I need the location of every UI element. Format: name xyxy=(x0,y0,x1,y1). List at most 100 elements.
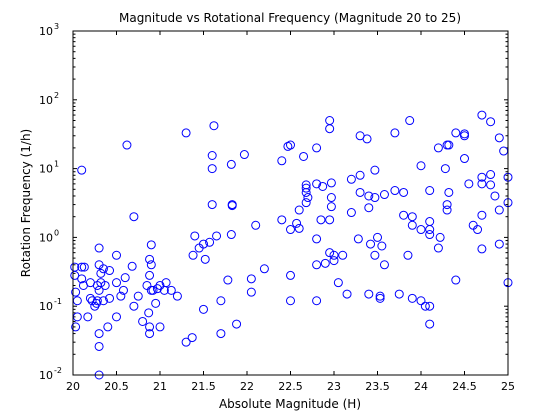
data-point xyxy=(145,329,155,339)
data-point xyxy=(433,143,443,153)
data-point xyxy=(325,124,335,134)
data-point xyxy=(77,262,87,272)
plot-area xyxy=(73,31,508,375)
data-point xyxy=(390,186,400,196)
data-point xyxy=(172,291,182,301)
data-point xyxy=(145,270,155,280)
y-tick-exponent: -2 xyxy=(54,366,62,375)
data-point xyxy=(105,266,115,276)
y-tick-label: 10 xyxy=(39,163,53,176)
data-point xyxy=(232,319,242,329)
data-point xyxy=(494,239,504,249)
data-point xyxy=(94,243,104,253)
data-point xyxy=(118,285,128,295)
y-tick-exponent: 0 xyxy=(54,228,59,237)
data-point xyxy=(370,250,380,260)
data-point xyxy=(326,202,336,212)
x-tick-label: 20 xyxy=(66,380,80,393)
x-tick-label: 20.5 xyxy=(104,380,129,393)
data-point xyxy=(216,329,226,339)
data-point xyxy=(212,231,222,241)
data-point xyxy=(433,243,443,253)
data-point xyxy=(444,187,454,197)
data-point xyxy=(112,250,121,260)
data-point xyxy=(364,289,374,299)
data-point xyxy=(294,205,304,215)
data-point xyxy=(148,285,158,295)
data-point xyxy=(312,143,322,153)
x-tick-label: 22 xyxy=(240,380,254,393)
data-point xyxy=(294,223,304,233)
data-point xyxy=(246,274,256,284)
data-point xyxy=(460,154,469,164)
data-point xyxy=(333,278,343,288)
data-point xyxy=(146,240,156,250)
data-point xyxy=(144,308,154,318)
data-point xyxy=(199,239,208,249)
data-point xyxy=(205,237,215,247)
data-point xyxy=(460,131,469,141)
data-point xyxy=(207,200,217,210)
data-point xyxy=(207,164,217,174)
data-point xyxy=(181,128,191,138)
data-point xyxy=(100,280,110,290)
data-point xyxy=(127,261,137,271)
plot-frame xyxy=(72,30,509,376)
data-point xyxy=(283,141,293,151)
data-point xyxy=(416,225,426,235)
data-point xyxy=(129,301,139,311)
data-point xyxy=(286,225,295,235)
data-point xyxy=(71,287,81,297)
data-point xyxy=(416,161,426,171)
data-point xyxy=(259,264,269,274)
data-point xyxy=(239,150,249,160)
data-point xyxy=(355,170,365,180)
data-point xyxy=(103,322,113,332)
x-tick-label: 21 xyxy=(153,380,167,393)
data-point xyxy=(370,193,380,203)
data-point xyxy=(138,316,148,326)
data-point xyxy=(355,187,365,197)
data-point xyxy=(83,312,93,322)
data-point xyxy=(112,278,121,288)
data-point xyxy=(440,164,450,174)
data-point xyxy=(325,248,335,258)
data-point xyxy=(155,322,165,332)
data-point xyxy=(486,117,496,127)
data-point xyxy=(494,205,504,215)
data-point xyxy=(161,278,171,288)
data-point xyxy=(77,274,87,284)
y-tick-label: 10 xyxy=(39,300,53,313)
data-point xyxy=(362,134,372,144)
data-point xyxy=(303,193,313,203)
data-point xyxy=(209,121,219,131)
y-tick-exponent: 3 xyxy=(54,22,59,31)
data-point xyxy=(338,250,348,260)
x-tick-label: 24.5 xyxy=(452,380,477,393)
data-point xyxy=(329,256,339,266)
data-point xyxy=(416,296,426,306)
data-point xyxy=(318,181,328,191)
data-point xyxy=(105,293,115,303)
data-point xyxy=(112,312,121,322)
data-point xyxy=(151,298,161,308)
data-point xyxy=(477,110,487,120)
data-point xyxy=(277,215,287,225)
data-point xyxy=(116,291,126,301)
y-tick-label: 10 xyxy=(39,369,53,382)
data-point xyxy=(226,230,236,240)
data-point xyxy=(312,260,322,270)
data-point xyxy=(226,159,236,169)
y-tick-label: 10 xyxy=(39,231,53,244)
data-point xyxy=(370,165,380,175)
data-point xyxy=(312,234,322,244)
data-point xyxy=(122,140,132,150)
data-point xyxy=(200,254,210,264)
data-point xyxy=(399,210,409,220)
y-tick-exponent: -1 xyxy=(54,297,62,306)
data-point xyxy=(199,304,208,314)
y-tick-label: 10 xyxy=(39,25,53,38)
data-point xyxy=(494,133,504,143)
